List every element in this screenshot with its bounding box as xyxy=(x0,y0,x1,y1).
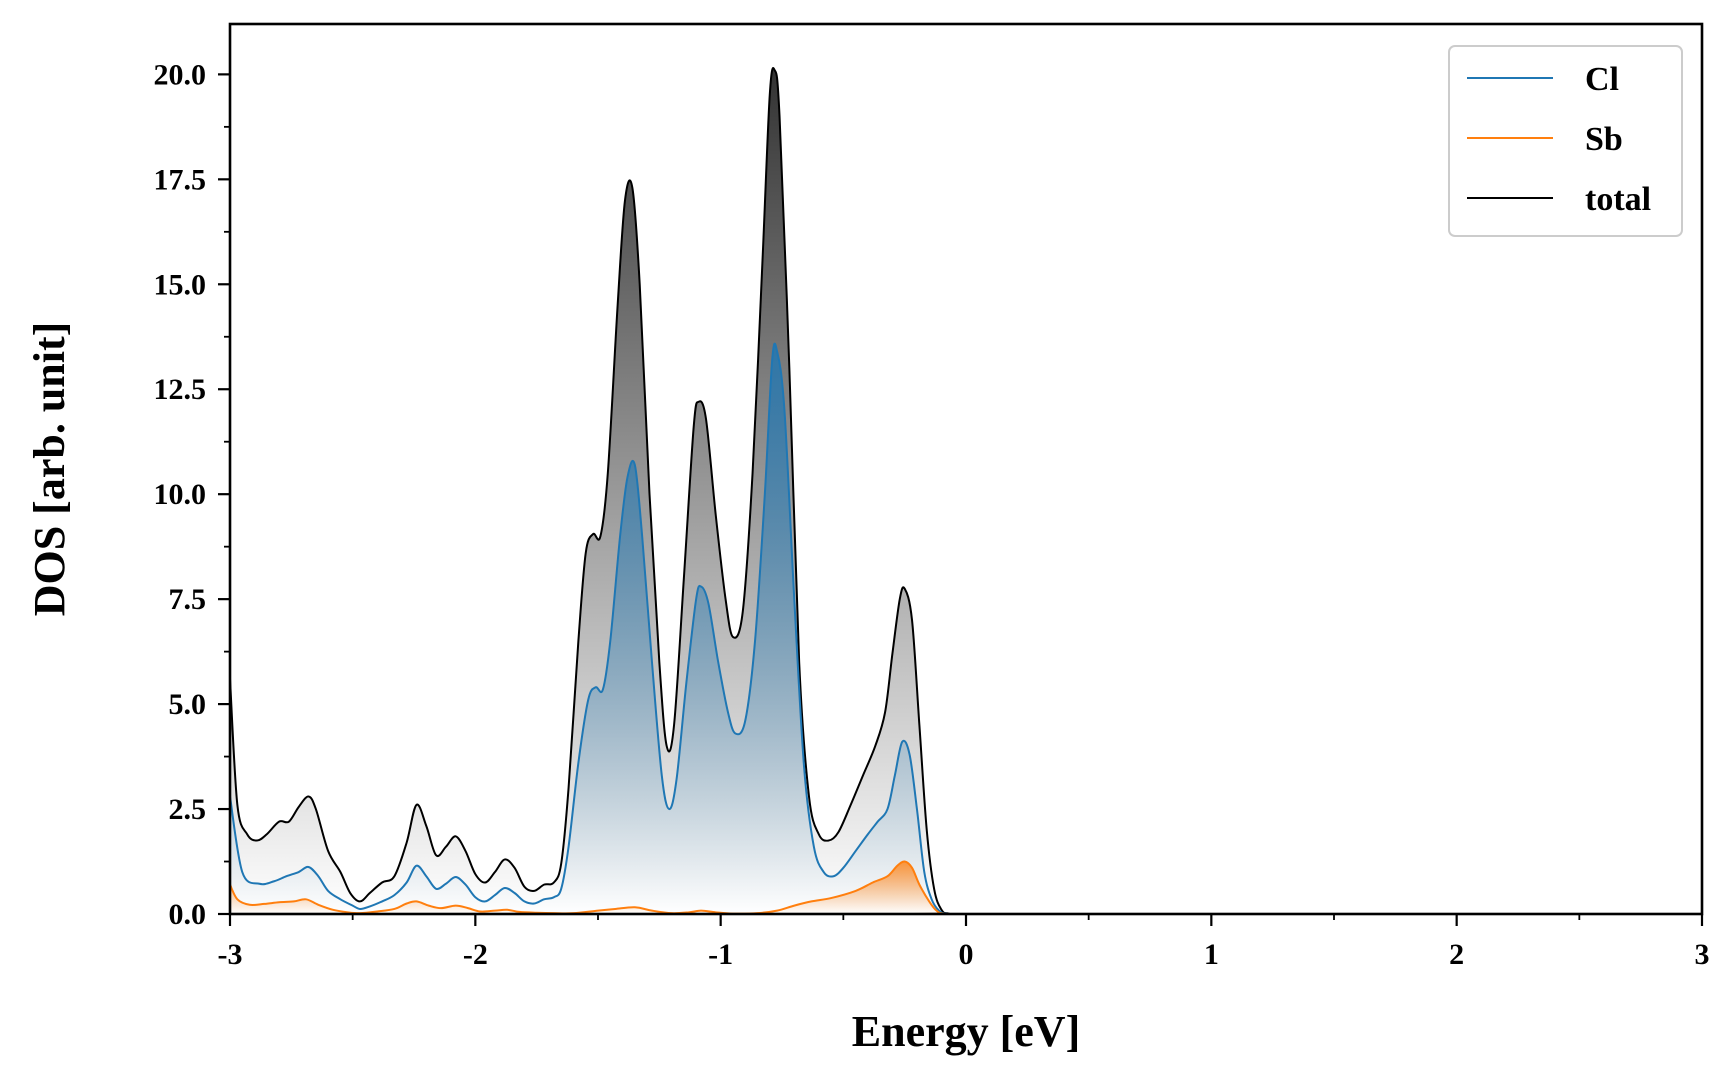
series-layer xyxy=(229,67,1703,916)
x-axis-label: Energy [eV] xyxy=(852,1007,1081,1056)
y-tick-label: 20.0 xyxy=(154,58,207,91)
y-tick-label: 12.5 xyxy=(154,373,207,406)
series-line-sb xyxy=(229,860,1703,916)
series-line-cl xyxy=(229,342,1703,916)
legend-label-cl: Cl xyxy=(1585,61,1619,98)
y-tick-label: 0.0 xyxy=(169,898,207,931)
y-tick-label: 7.5 xyxy=(169,583,207,616)
x-tick-label: -2 xyxy=(463,938,488,971)
y-tick-label: 15.0 xyxy=(154,268,207,301)
y-tick-label: 17.5 xyxy=(154,163,207,196)
x-tick-label: 2 xyxy=(1449,938,1464,971)
x-tick-label: 0 xyxy=(959,938,974,971)
tick-layer: -3 -2 -1 0 1 2 3 0.0 2.5 5.0 7.5 10.0 12.5 15.0 17.5 20… xyxy=(154,58,1710,971)
legend-label-total: total xyxy=(1585,181,1651,218)
series-line-total xyxy=(229,67,1703,916)
y-axis-label: DOS [arb. unit] xyxy=(25,322,74,617)
x-tick-label: 1 xyxy=(1204,938,1219,971)
legend-label-sb: Sb xyxy=(1585,121,1623,158)
x-tick-label: -1 xyxy=(708,938,733,971)
y-tick-label: 10.0 xyxy=(154,478,207,511)
x-tick-label: -3 xyxy=(218,938,243,971)
legend-box xyxy=(1448,45,1683,237)
x-tick-label: 3 xyxy=(1695,938,1710,971)
y-tick-label: 5.0 xyxy=(169,688,207,721)
series-fill-cl xyxy=(230,343,1702,915)
y-tick-label: 2.5 xyxy=(169,793,207,826)
legend: Cl Sb total xyxy=(1448,45,1683,237)
